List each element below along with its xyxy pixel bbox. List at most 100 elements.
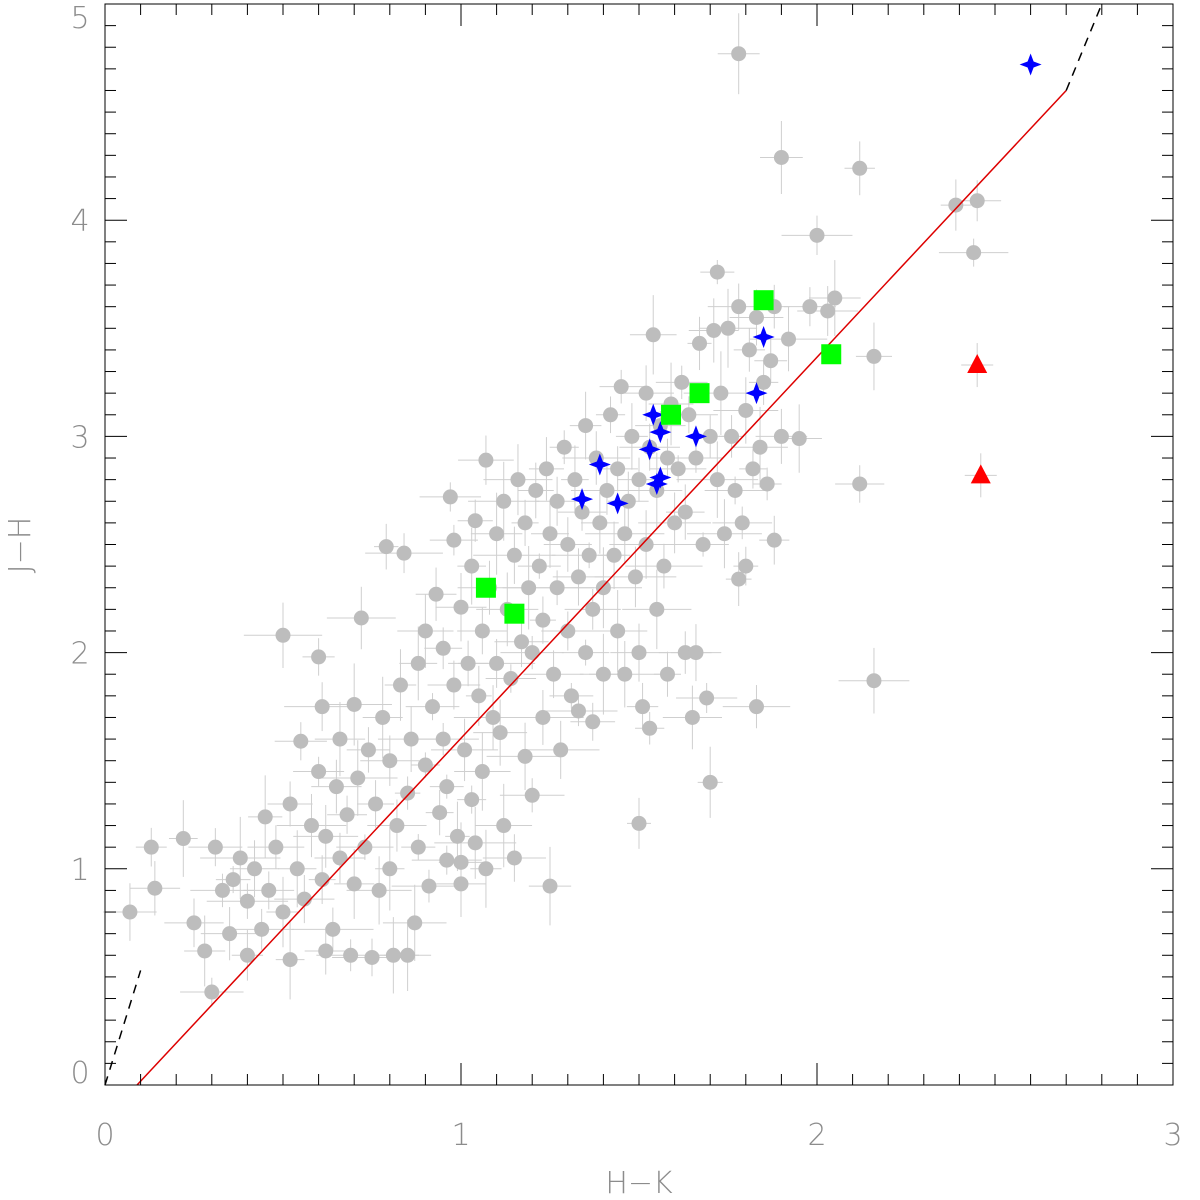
data-point [407,915,423,931]
data-point [410,839,426,855]
data-point [610,461,626,477]
data-point [595,666,611,682]
data-point [332,850,348,866]
data-point [268,839,284,855]
data-point [293,733,309,749]
data-point [385,947,401,963]
data-point [311,764,327,780]
data-point [752,439,768,455]
data-point [756,374,772,390]
y-tick-label: 5 [70,1,89,36]
data-point [328,779,344,795]
star-marker [588,453,611,476]
x-tick-labels: 0 1 2 3 [95,1118,1182,1153]
data-point [627,569,643,585]
data-point [617,666,633,682]
data-point [282,796,298,812]
data-point [204,984,220,1000]
data-point [748,309,764,325]
data-point [314,872,330,888]
data-point [186,915,202,931]
data-point [471,688,487,704]
data-point [432,805,448,821]
square-marker [689,383,710,404]
data-point [538,461,554,477]
data-point [563,688,579,704]
data-point [311,649,327,665]
star-marker [684,425,707,448]
data-point [439,779,455,795]
data-point [524,645,540,661]
data-point [570,703,586,719]
data-point [489,526,505,542]
data-point [759,476,775,492]
data-point [681,407,697,423]
data-point [852,476,868,492]
data-point [428,586,444,602]
data-point [425,699,441,715]
data-point [802,299,818,315]
data-point [542,878,558,894]
data-point [631,815,647,831]
data-point [866,348,882,364]
square-marker [753,290,774,311]
data-point [781,331,797,347]
data-point [389,818,405,834]
data-point [542,526,558,542]
data-point [257,809,273,825]
x-tick-label: 3 [1163,1118,1182,1153]
data-point [343,947,359,963]
data-point [852,160,868,176]
data-point [222,926,238,942]
data-point [948,197,964,213]
y-tick-label: 1 [70,853,89,888]
data-point [702,428,718,444]
data-point [684,709,700,725]
data-point [734,515,750,531]
data-point [741,342,757,358]
data-point [524,787,540,803]
star-marker [745,382,768,405]
y-axis-label: J−H [3,517,38,574]
data-point [748,699,764,715]
data-point [464,792,480,808]
data-point [439,852,455,868]
data-point [667,515,683,531]
data-point [620,493,636,509]
data-point [603,407,619,423]
data-point [827,290,843,306]
data-point [638,537,654,552]
data-point [595,580,611,596]
data-point [506,547,522,563]
data-point [599,482,615,498]
data-point [763,353,779,369]
data-point [360,742,376,758]
axis-ticks [104,3,1174,1086]
data-point [396,545,412,561]
data-point [560,623,576,639]
data-point [382,753,398,769]
data-point [435,731,451,747]
data-point [791,431,807,447]
data-point [261,882,277,898]
data-point [585,601,601,617]
data-point [457,742,473,758]
data-point [503,671,519,687]
data-point [122,904,138,920]
data-point [417,623,433,639]
data-point [357,839,373,855]
data-point [239,893,255,909]
data-point [332,731,348,747]
dashed-locus-line [1065,3,1103,91]
data-point [966,245,982,261]
data-point [446,677,462,693]
data-point [375,709,391,725]
y-tick-label: 3 [70,420,89,455]
data-point [773,150,789,166]
data-point [275,904,291,920]
data-point [570,569,586,585]
data-point [314,699,330,715]
data-point [474,764,490,780]
star-marker [606,492,629,515]
star-marker [645,472,668,495]
